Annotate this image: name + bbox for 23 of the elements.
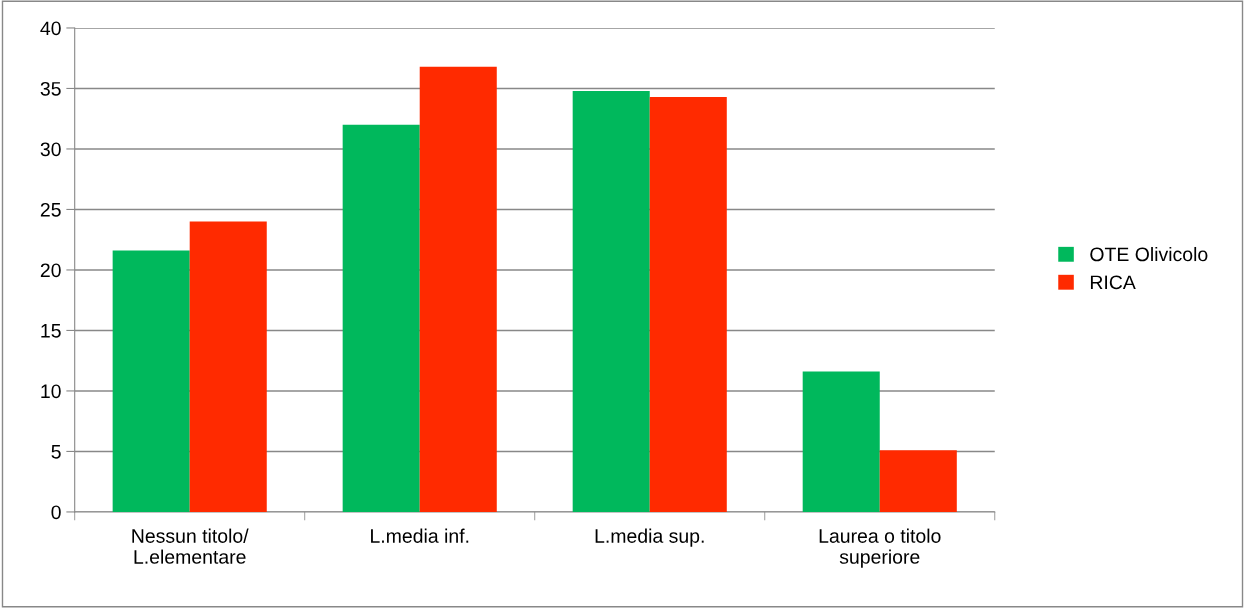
y-tick-label: 40 — [40, 21, 61, 36]
x-tick-label: L.media inf. — [371, 528, 469, 543]
legend-label: OTE Olivicolo — [1090, 246, 1208, 262]
bar — [342, 124, 420, 512]
bar — [572, 90, 650, 512]
x-tick-label: Laurea o titolo superiore — [819, 528, 941, 568]
bar — [419, 66, 497, 512]
bar — [112, 250, 190, 512]
bar — [189, 221, 267, 512]
y-tick-label: 5 — [51, 445, 61, 459]
y-tick-label: 25 — [40, 202, 61, 217]
x-tick-label: L.media sup. — [595, 528, 704, 547]
y-tick-label: 20 — [40, 263, 61, 278]
y-tick-label: 0 — [51, 505, 61, 520]
legend-label: RICA — [1090, 275, 1136, 290]
y-tick-label: 30 — [40, 142, 61, 157]
y-tick-label: 15 — [41, 324, 61, 338]
bar — [879, 450, 957, 512]
y-tick-label: 10 — [41, 384, 61, 399]
bar — [649, 96, 727, 512]
y-tick-label: 35 — [40, 81, 61, 96]
x-tick-label: Nessun titolo/ L.elementare — [132, 528, 249, 564]
bar — [802, 371, 880, 512]
